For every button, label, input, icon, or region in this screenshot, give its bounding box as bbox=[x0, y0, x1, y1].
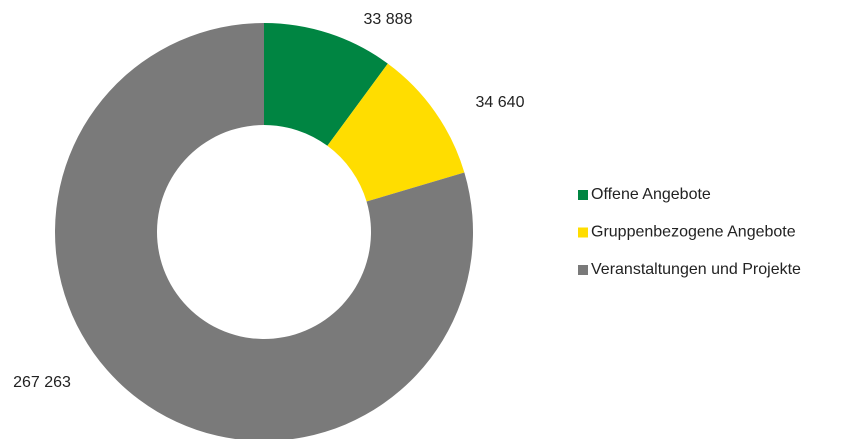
legend-label: Veranstaltungen und Projekte bbox=[591, 261, 801, 278]
donut-slice bbox=[327, 63, 465, 202]
legend-swatch bbox=[578, 265, 588, 275]
donut-slice bbox=[264, 23, 388, 146]
legend-swatch bbox=[578, 227, 588, 238]
legend-swatch bbox=[578, 190, 588, 200]
data-label: 34 640 bbox=[476, 94, 525, 111]
donut-slice bbox=[55, 23, 474, 439]
data-label: 267 263 bbox=[13, 374, 71, 391]
legend-label: Offene Angebote bbox=[591, 186, 711, 203]
data-label: 33 888 bbox=[364, 11, 413, 28]
legend-label: Gruppenbezogene Angebote bbox=[591, 224, 796, 241]
